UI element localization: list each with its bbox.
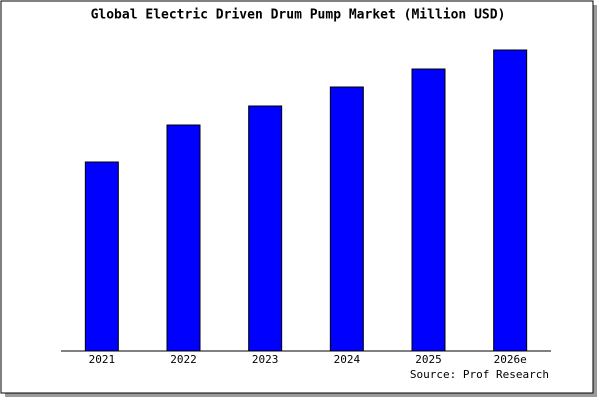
bar — [329, 86, 364, 352]
bar — [84, 161, 119, 352]
bar — [248, 105, 283, 352]
x-tick-label: 2022 — [170, 353, 197, 366]
chart-title: Global Electric Driven Drum Pump Market … — [91, 8, 506, 23]
bar — [166, 124, 201, 352]
x-tick-label: 2024 — [334, 353, 361, 366]
x-tick-label: 2023 — [252, 353, 279, 366]
x-tick-label: 2021 — [89, 353, 116, 366]
bar — [411, 68, 446, 352]
x-tick-label: 2026e — [494, 353, 527, 366]
source-note: Source: Prof Research — [410, 368, 549, 381]
bar — [493, 49, 528, 352]
x-tick-label: 2025 — [415, 353, 442, 366]
